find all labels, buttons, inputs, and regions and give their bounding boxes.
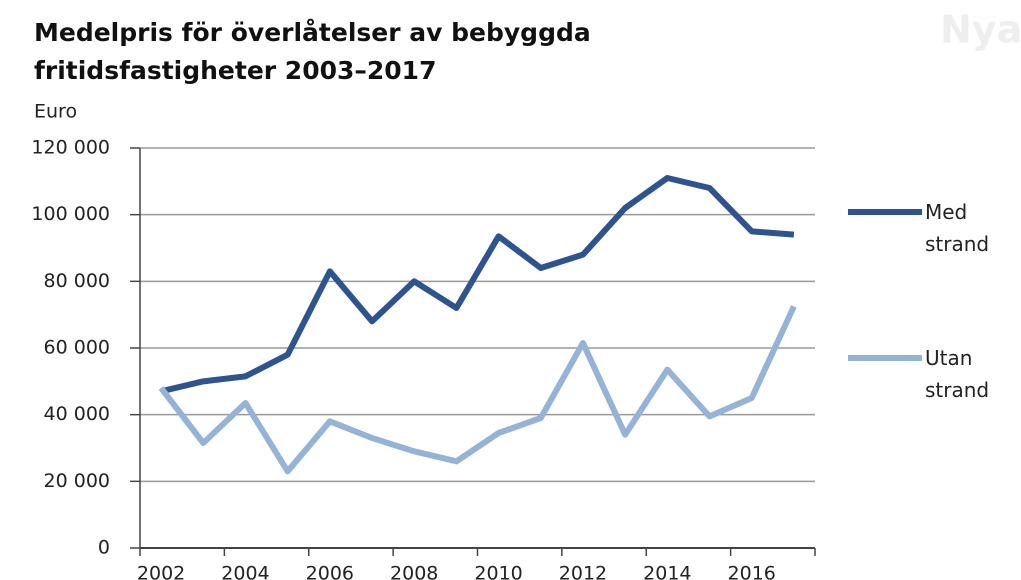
watermark: Nya xyxy=(940,8,1021,52)
y-tick-label: 60 000 xyxy=(44,337,110,359)
y-tick-label: 100 000 xyxy=(31,203,110,225)
x-tick-label: 2002 xyxy=(137,563,185,580)
x-tick-label: 2016 xyxy=(728,563,776,580)
y-tick-label: 40 000 xyxy=(44,403,110,425)
x-tick-label: 2014 xyxy=(643,563,691,580)
y-axis-label: Euro xyxy=(34,101,77,123)
y-tick-label: 20 000 xyxy=(44,470,110,492)
y-tick-label: 0 xyxy=(98,537,110,559)
x-tick-label: 2010 xyxy=(474,563,522,580)
y-tick-label: 120 000 xyxy=(31,137,110,159)
x-tick-label: 2004 xyxy=(221,563,269,580)
legend-label: Med strand xyxy=(925,200,990,256)
y-tick-label: 80 000 xyxy=(44,270,110,292)
x-tick-label: 2008 xyxy=(390,563,438,580)
series-line xyxy=(160,175,795,395)
legend-label: Utan strand xyxy=(925,346,990,402)
x-tick-label: 2006 xyxy=(306,563,354,580)
chart-title: Medelpris för överlåtelser av bebyggda f… xyxy=(34,18,591,85)
series-line xyxy=(158,305,797,475)
x-tick-label: 2012 xyxy=(559,563,607,580)
